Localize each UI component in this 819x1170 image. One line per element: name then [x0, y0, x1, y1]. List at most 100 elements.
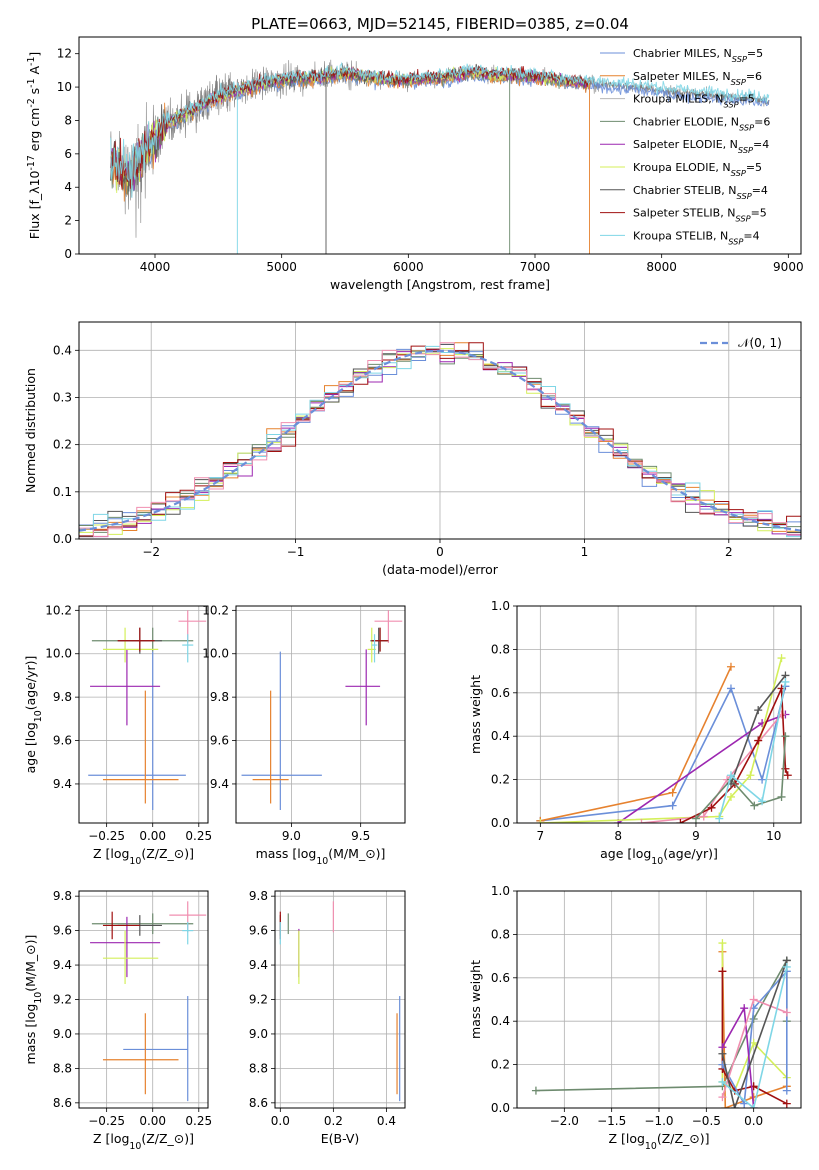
x-axis-label: age [log10(age/yr)] — [600, 846, 718, 867]
weight-marker — [730, 1104, 739, 1108]
legend-label: Salpeter ELODIE, NSSP=4 — [633, 138, 769, 155]
x-tick-label: 1 — [581, 545, 589, 559]
text-span: mass weight — [468, 960, 483, 1039]
y-axis-label: Normed distribution — [23, 368, 38, 493]
y-tick-label: 2 — [64, 214, 72, 228]
weight-marker — [754, 736, 763, 745]
weight-marker — [726, 771, 735, 780]
y-tick-label: 6 — [64, 147, 72, 161]
text-span: SSP — [739, 122, 754, 132]
y-tick-label: 8.8 — [53, 1061, 72, 1075]
x-axis-label: wavelength [Angstrom, rest frame] — [330, 277, 550, 292]
text-span: )] — [23, 935, 38, 945]
weight-line-0 — [721, 969, 788, 1107]
weight-marker — [781, 677, 790, 686]
y-tick-label: 9.0 — [53, 1027, 72, 1041]
text-span: =5 — [751, 207, 767, 220]
weight-marker — [749, 1104, 758, 1108]
text-span: 10 — [651, 856, 663, 867]
text-span: )] — [184, 846, 194, 861]
y-tick-label: 0.3 — [53, 390, 72, 404]
residual-histogram-9 — [79, 342, 801, 537]
text-span: mass weight — [468, 675, 483, 754]
text-span: SSP — [735, 214, 750, 224]
y-tick-label: 9.8 — [210, 690, 229, 704]
x-tick-label: −1 — [287, 545, 305, 559]
weight-marker — [782, 1008, 791, 1017]
weight-line-5 — [540, 657, 783, 823]
text-span: erg cm — [27, 108, 42, 156]
y-tick-label: 12 — [57, 47, 72, 61]
weight-marker — [726, 684, 735, 693]
legend: 𝒩(0, 1) — [700, 336, 782, 350]
x-tick-label: 0 — [436, 545, 444, 559]
weight-marker — [740, 1004, 749, 1013]
text-span: Normed distribution — [23, 368, 38, 493]
weight-marker — [782, 1099, 791, 1108]
x-tick-label: 6000 — [393, 260, 424, 274]
y-tick-label: 1.0 — [491, 884, 510, 898]
y-tick-label: 9.6 — [53, 734, 72, 748]
x-tick-label: 9000 — [773, 260, 804, 274]
x-tick-label: 8 — [614, 829, 622, 843]
text-span: (Z/Z — [657, 1131, 683, 1146]
text-span: (data-model)/error — [382, 562, 499, 577]
text-span: _⊙ — [682, 1131, 700, 1146]
y-tick-label: 9.4 — [210, 777, 229, 791]
weight-marker — [726, 792, 735, 801]
text-span: SSP — [738, 145, 753, 155]
weight-marker — [782, 962, 791, 971]
x-tick-label: 4000 — [140, 260, 171, 274]
text-span: ] — [27, 52, 42, 57]
text-span: 10 — [129, 1141, 141, 1152]
text-span: mass [log — [23, 1004, 38, 1065]
weight-marker — [746, 771, 755, 780]
text-span: E(B-V) — [321, 1131, 360, 1146]
legend-label: Chabrier MILES, NSSP=5 — [633, 47, 763, 64]
weight-marker — [718, 1077, 727, 1086]
text-span: )] — [184, 1131, 194, 1146]
y-axis-label: mass weight — [468, 960, 483, 1039]
text-span: (age/yr)] — [663, 846, 718, 861]
y-tick-label: 0.2 — [491, 1058, 510, 1072]
text-span: 10 — [33, 992, 44, 1004]
axes-frame — [274, 890, 406, 1109]
text-span: age [log — [23, 722, 38, 773]
text-span: 10 — [129, 856, 141, 867]
x-tick-label: 0.0 — [744, 1114, 763, 1128]
x-tick-label: 10 — [766, 829, 781, 843]
text-span: 10 — [27, 170, 42, 186]
weight-line-1 — [540, 666, 732, 822]
y-tick-label: 0.0 — [53, 532, 72, 546]
y-tick-label: 9.8 — [53, 889, 72, 903]
weight-marker — [721, 1104, 730, 1108]
weight-line-8 — [718, 681, 787, 819]
y-tick-label: 0.1 — [53, 485, 72, 499]
weight-marker — [750, 801, 759, 810]
x-tick-label: −0.25 — [88, 829, 125, 843]
axes-frame — [78, 36, 802, 255]
text-span: _⊙ — [23, 944, 38, 962]
text-span: SSP — [731, 168, 746, 178]
x-axis-label: Z [log10(Z/Z_⊙)] — [608, 1131, 709, 1152]
x-tick-label: 0.00 — [139, 1114, 166, 1128]
weight-line-6 — [721, 960, 788, 1108]
text-span: Z [log — [93, 846, 129, 861]
text-span: Z [log — [93, 1131, 129, 1146]
age_vs_Z-panel: −0.25 0.00 0.259.49.69.810.010.2Z [log10(Z… — [23, 603, 212, 866]
text-span: (Z/Z — [141, 846, 167, 861]
text-span: _⊙ — [358, 846, 376, 861]
x-tick-label: 0.2 — [324, 1114, 343, 1128]
x-tick-label: 8000 — [646, 260, 677, 274]
text-span: A — [27, 65, 42, 78]
legend-label: Kroupa ELODIE, NSSP=5 — [633, 161, 762, 178]
y-tick-label: 0.4 — [491, 729, 510, 743]
weight-marker — [531, 1086, 540, 1095]
text-span: =5 — [747, 47, 763, 60]
y-tick-label: 9.6 — [210, 734, 229, 748]
weight-marker — [718, 1093, 727, 1102]
text-span: -2 — [26, 98, 37, 107]
